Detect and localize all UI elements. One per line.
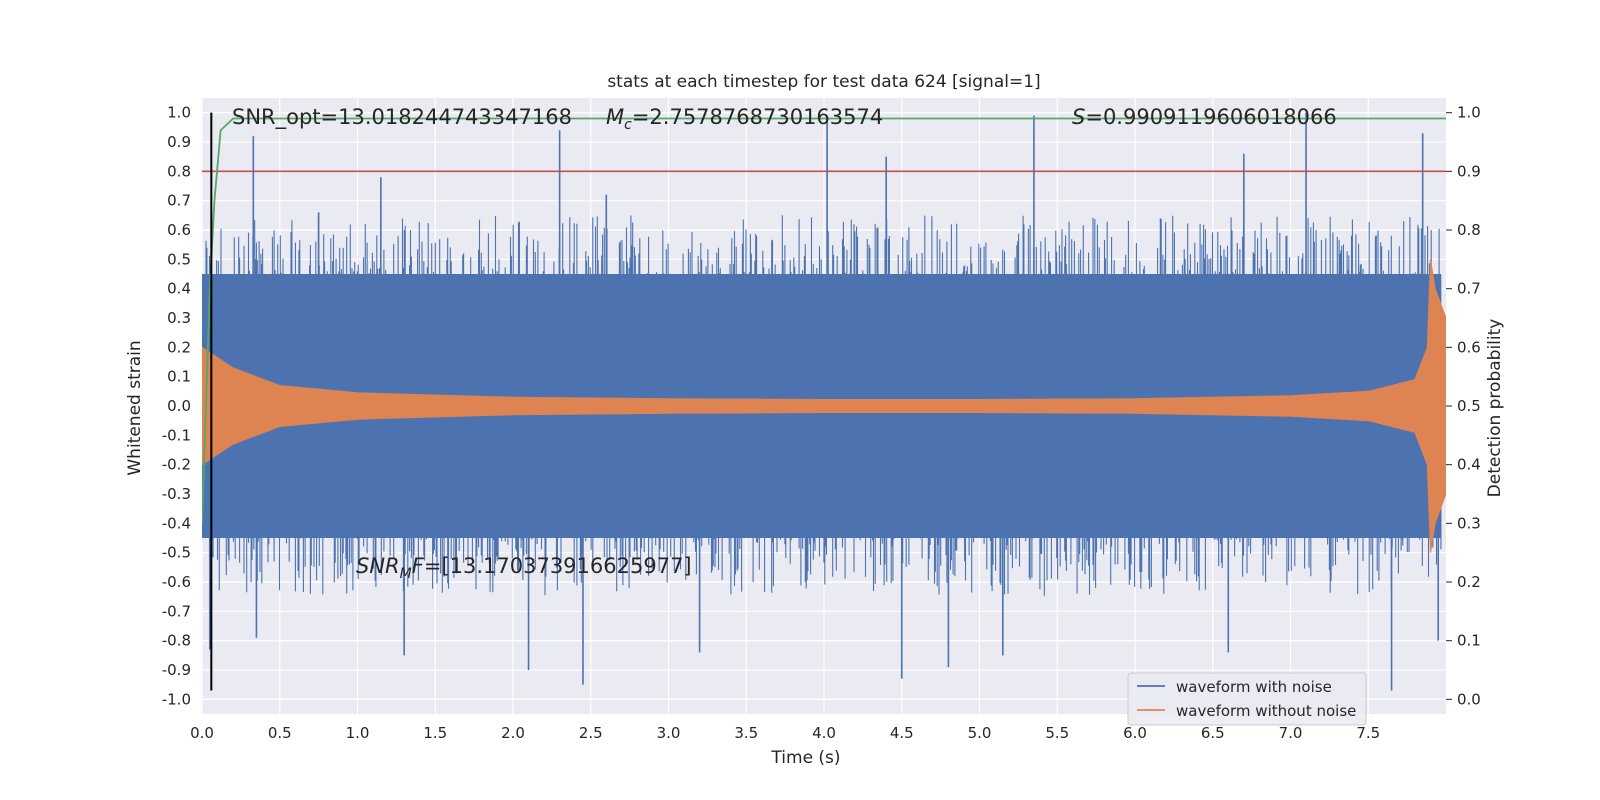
y-tick-label: -0.1 <box>162 426 191 444</box>
y-tick-label: -0.7 <box>162 602 191 620</box>
y-tick-label: 0.1 <box>167 368 191 386</box>
legend-label-clean: waveform without noise <box>1176 702 1356 720</box>
y-axis-label: Whitened strain <box>125 340 145 475</box>
y2-tick-label: 0.2 <box>1457 573 1481 591</box>
legend-label-noise: waveform with noise <box>1176 678 1332 696</box>
snrmf-value: =[13.170373916625977] <box>424 554 692 578</box>
x-tick-label: 6.5 <box>1201 724 1225 742</box>
y-tick-label: -1.0 <box>162 690 191 708</box>
s-value: =0.9909119606018066 <box>1085 105 1336 129</box>
detection-probability-line <box>202 117 1446 524</box>
y2-tick-label: 0.0 <box>1457 690 1481 708</box>
y-tick-label: 0.9 <box>167 133 191 151</box>
snrmf-symbol: SNR <box>356 554 400 578</box>
y-tick-label: 0.4 <box>167 280 191 298</box>
y2-tick-label: 0.1 <box>1457 632 1481 650</box>
chart-title: stats at each timestep for test data 624… <box>607 72 1040 92</box>
y-tick-label: -0.3 <box>162 485 191 503</box>
data-layer <box>202 112 1446 691</box>
x-axis-label: Time (s) <box>770 748 840 768</box>
mc-annotation: Mc=2.7578768730163574 <box>606 105 883 133</box>
x-tick-label: 2.5 <box>579 724 603 742</box>
mc-value: =2.7578768730163574 <box>632 105 883 129</box>
y-tick-label: 0.2 <box>167 338 191 356</box>
y-tick-label: 0.7 <box>167 192 191 210</box>
x-tick-label: 0.0 <box>190 724 214 742</box>
y-tick-label: -0.6 <box>162 573 191 591</box>
y2-ticks: 1.0 0.9 0.8 0.7 0.6 0.5 0.4 0.3 0.2 0.1 0.0 <box>1446 104 1481 708</box>
y2-tick-label: 0.5 <box>1457 397 1481 415</box>
x-tick-label: 1.5 <box>423 724 447 742</box>
x-tick-label: 6.0 <box>1123 724 1147 742</box>
y2-tick-label: 0.6 <box>1457 338 1481 356</box>
x-ticks: 0.0 0.5 1.0 1.5 2.0 2.5 3.0 3.5 4.0 4.5 5.0 5.5 6.0 6… <box>190 724 1380 742</box>
snr-opt-annotation: SNR_opt=13.018244743347168 <box>232 105 572 130</box>
y-tick-label: -0.4 <box>162 514 191 532</box>
x-tick-label: 7.0 <box>1279 724 1303 742</box>
y2-tick-label: 0.3 <box>1457 514 1481 532</box>
y2-axis-label: Detection probability <box>1485 319 1505 498</box>
y-tick-label: 0.8 <box>167 162 191 180</box>
y2-tick-label: 0.4 <box>1457 456 1481 474</box>
y-tick-label: -0.5 <box>162 544 191 562</box>
y-tick-label: 0.6 <box>167 221 191 239</box>
y2-tick-label: 0.9 <box>1457 162 1481 180</box>
x-tick-label: 1.0 <box>346 724 370 742</box>
y2-tick-label: 0.8 <box>1457 221 1481 239</box>
x-tick-label: 7.5 <box>1356 724 1380 742</box>
mc-subscript: c <box>624 117 632 133</box>
snrmf-subscript: M <box>400 566 412 582</box>
y-ticks: 1.0 0.9 0.8 0.7 0.6 0.5 0.4 0.3 0.2 0.1 0.0 -0.1 -0.… <box>162 104 191 709</box>
x-tick-label: 4.5 <box>890 724 914 742</box>
x-tick-label: 2.0 <box>501 724 525 742</box>
y-tick-label: -0.8 <box>162 632 191 650</box>
series-waveform-without-noise <box>202 259 1446 553</box>
y-tick-label: 0.3 <box>167 309 191 327</box>
mc-symbol: M <box>606 105 624 129</box>
x-tick-label: 4.0 <box>812 724 836 742</box>
s-symbol: S <box>1072 105 1085 129</box>
x-tick-label: 3.5 <box>734 724 758 742</box>
x-tick-label: 0.5 <box>268 724 292 742</box>
legend: waveform with noise waveform without noi… <box>1127 672 1367 726</box>
x-tick-label: 3.0 <box>657 724 681 742</box>
x-tick-label: 5.5 <box>1045 724 1069 742</box>
y2-tick-label: 1.0 <box>1457 104 1481 122</box>
y-tick-label: 0.0 <box>167 397 191 415</box>
snrmf-symbol2: F <box>412 554 425 578</box>
x-tick-label: 5.0 <box>968 724 992 742</box>
y-tick-label: -0.9 <box>162 661 191 679</box>
snr-mf-annotation: SNRMF=[13.170373916625977] <box>356 554 692 582</box>
y-tick-label: -0.2 <box>162 456 191 474</box>
y2-tick-label: 0.7 <box>1457 280 1481 298</box>
y-tick-label: 0.5 <box>167 250 191 268</box>
y-tick-label: 1.0 <box>167 104 191 122</box>
s-annotation: S=0.9909119606018066 <box>1072 105 1337 129</box>
